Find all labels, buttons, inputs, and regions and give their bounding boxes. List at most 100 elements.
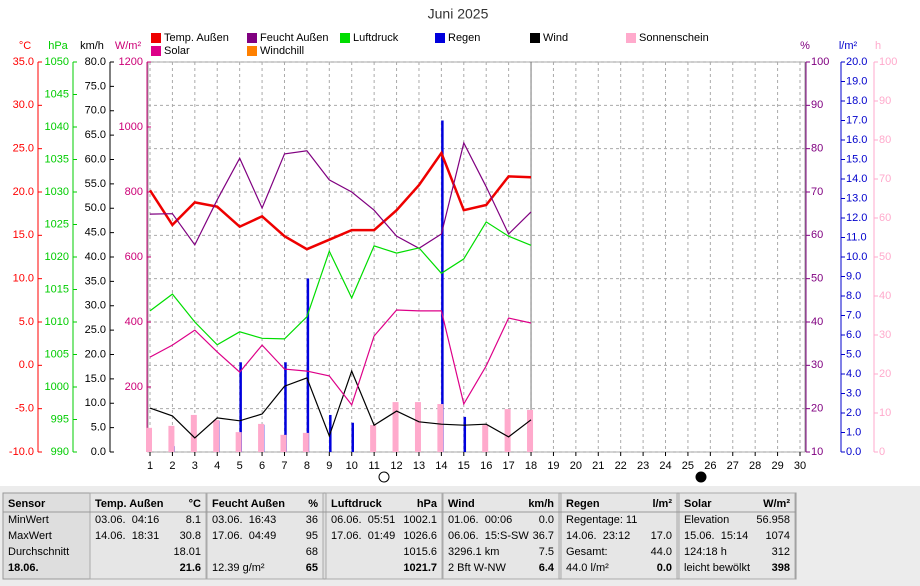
x-tick-label: 12 [390,460,402,472]
bar [190,414,197,452]
y-axis-unit: hPa [48,40,68,52]
x-tick-label: 11 [368,460,379,472]
y-tick-label: 80 [811,143,823,155]
y-tick-label: 7.0 [846,309,861,321]
table-cell-value: 1015.6 [403,546,437,558]
bar [392,402,399,452]
y-tick-label: 1000 [119,121,143,133]
y-tick-label: 6.0 [846,329,861,341]
x-tick-label: 23 [637,460,649,472]
y-axis-unit: °C [19,40,31,52]
bar [146,427,152,452]
table-cell-value: 1026.6 [403,530,437,542]
table-cell-value: l/m² [652,498,672,510]
legend-label: Windchill [260,45,304,57]
y-tick-label: 50.0 [85,202,106,214]
y-tick-label: 1040 [45,121,69,133]
bar [527,409,534,452]
y-tick-label: 40 [879,290,891,302]
table-cell-text: Elevation [684,514,729,526]
y-tick-label: 0.0 [91,446,106,458]
x-tick-label: 7 [281,460,287,472]
legend-swatch [530,33,540,43]
y-tick-label: 40.0 [85,251,106,263]
y-tick-label: 25.0 [13,143,34,155]
y-tick-label: 60 [811,229,823,241]
y-tick-label: 20.0 [846,56,867,68]
y-tick-label: 1035 [45,153,69,165]
x-tick-label: 21 [592,460,604,472]
x-tick-label: 5 [237,460,243,472]
bar [302,432,309,452]
table-row-label: 18.06. [8,562,39,574]
y-tick-label: 19.0 [846,75,867,87]
y-tick-label: 9.0 [846,270,861,282]
y-tick-label: 20 [811,403,823,415]
bar [351,422,354,452]
table-cell-value: 95 [306,530,318,542]
table-cell-value: W/m² [763,498,790,510]
legend-swatch [626,33,636,43]
table-row-label: MinWert [8,514,49,526]
table-cell-text: 2 Bft W-NW [448,562,506,574]
table-cell-text: 06.06. 15:S-SW [448,530,529,542]
y-tick-label: 40 [811,316,823,328]
bar [463,416,467,452]
table-cell-text: Regentage: 11 [566,514,637,526]
table-cell-text: Gesamt: [566,546,608,558]
y-tick-label: 5.0 [91,422,106,434]
bar [168,425,175,452]
x-tick-label: 15 [458,460,470,472]
x-tick-label: 4 [214,460,220,472]
y-tick-label: 1005 [45,348,69,360]
table-cell-value: 56.958 [756,514,790,526]
y-tick-label: 20.0 [85,348,106,360]
y-tick-label: 25.0 [85,324,106,336]
table-cell-text: 44.0 l/m² [566,562,609,574]
x-tick-label: 3 [192,460,198,472]
legend-swatch [435,33,445,43]
table-cell-value: 7.5 [539,546,554,558]
x-tick-label: 27 [727,460,739,472]
table-cell-text: 03.06. 04:16 [95,514,159,526]
y-tick-label: 3.0 [846,387,861,399]
table-cell-value: 36 [306,514,318,526]
table-cell-value: 65 [306,562,318,574]
x-tick-label: 25 [682,460,694,472]
y-tick-label: -5.0 [15,403,34,415]
table-cell-value: km/h [528,498,554,510]
y-tick-label: 1015 [45,283,69,295]
y-tick-label: 10 [879,407,891,419]
series-line [149,141,532,249]
bar [284,362,287,452]
legend-label: Temp. Außen [164,32,229,44]
y-tick-label: 12.0 [846,212,867,224]
table-cell-value: 17.0 [651,530,672,542]
table-cell-value: 1074 [766,530,790,542]
table-cell-value: 312 [772,546,790,558]
series-line [149,221,532,346]
x-tick-label: 26 [704,460,716,472]
table-row-label: Sensor [8,498,46,510]
y-tick-label: 10.0 [13,273,34,285]
table-cell-value: 18.01 [173,546,201,558]
table-cell-value: 1002.1 [403,514,437,526]
y-axis-unit: km/h [80,40,104,52]
table-group [206,492,324,580]
y-tick-label: 15.0 [13,229,34,241]
x-tick-label: 9 [326,460,332,472]
y-tick-label: 1045 [45,88,69,100]
y-tick-label: 15.0 [85,373,106,385]
legend-swatch [151,46,161,56]
x-tick-label: 1 [147,460,153,472]
moon-new [695,471,707,483]
y-tick-label: 35.0 [85,275,106,287]
table-cell-value: 6.4 [539,562,555,574]
x-tick-label: 30 [794,460,806,472]
legend-swatch [340,33,350,43]
bar [235,432,242,452]
table-cell-value: 1021.7 [403,562,437,574]
x-tick-label: 24 [659,460,671,472]
y-tick-label: 100 [879,56,897,68]
